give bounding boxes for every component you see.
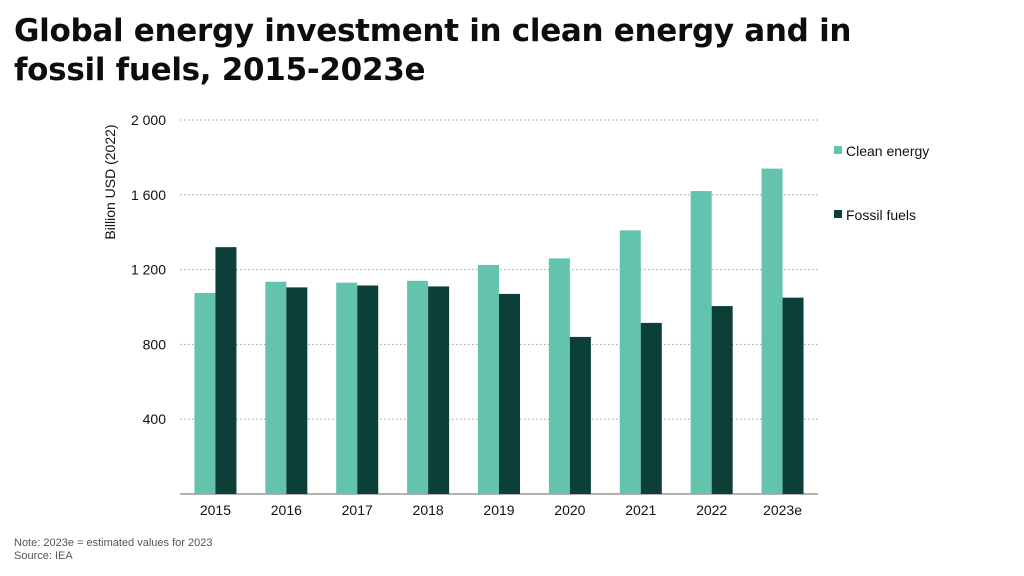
x-tick-label: 2023e — [763, 502, 802, 518]
x-tick-label: 2022 — [696, 502, 727, 518]
x-tick-label: 2021 — [625, 502, 656, 518]
bar-clean-energy — [407, 280, 429, 494]
bar-fossil-fuels — [286, 287, 308, 494]
bar-clean-energy — [478, 264, 499, 494]
bar-fossil-fuels — [640, 322, 662, 494]
footnotes: Note: 2023e = estimated values for 2023 … — [14, 537, 212, 563]
x-tick-label: 2018 — [413, 502, 444, 518]
x-tick-label: 2020 — [554, 502, 585, 518]
y-tick-label: 1 200 — [131, 262, 166, 278]
bar-clean-energy — [761, 168, 783, 494]
bar-fossil-fuels — [569, 336, 591, 494]
bar-clean-energy — [548, 258, 570, 494]
bar-fossil-fuels — [499, 293, 520, 494]
footnote-source: Source: IEA — [14, 550, 73, 562]
bar-fossil-fuels — [428, 286, 450, 494]
x-tick-label: 2017 — [342, 502, 373, 518]
bar-clean-energy — [690, 191, 712, 494]
y-tick-label: 1 600 — [131, 187, 166, 203]
y-tick-label: 400 — [143, 411, 167, 427]
legend-swatch — [834, 146, 842, 154]
chart-title: Global energy investment in clean energy… — [14, 13, 852, 88]
footnote-note: Note: 2023e = estimated values for 2023 — [14, 537, 213, 549]
y-tick-label: 800 — [143, 336, 167, 352]
x-tick-label: 2016 — [271, 502, 302, 518]
legend-label: Clean energy — [846, 143, 929, 159]
bar-clean-energy — [265, 281, 287, 494]
x-tick-label: 2015 — [200, 502, 231, 518]
bar-clean-energy — [194, 292, 216, 494]
bar-fossil-fuels — [711, 306, 733, 494]
x-tick-label: 2019 — [483, 502, 514, 518]
legend-label: Fossil fuels — [846, 207, 916, 223]
bar-fossil-fuels — [215, 247, 237, 494]
y-tick-label: 2 000 — [131, 112, 166, 128]
bar-clean-energy — [336, 282, 358, 494]
bar-fossil-fuels — [782, 297, 804, 494]
legend-swatch — [834, 210, 842, 218]
y-axis-label: Billion USD (2022) — [102, 124, 118, 239]
bar-clean-energy — [619, 230, 641, 494]
bar-fossil-fuels — [357, 285, 379, 494]
